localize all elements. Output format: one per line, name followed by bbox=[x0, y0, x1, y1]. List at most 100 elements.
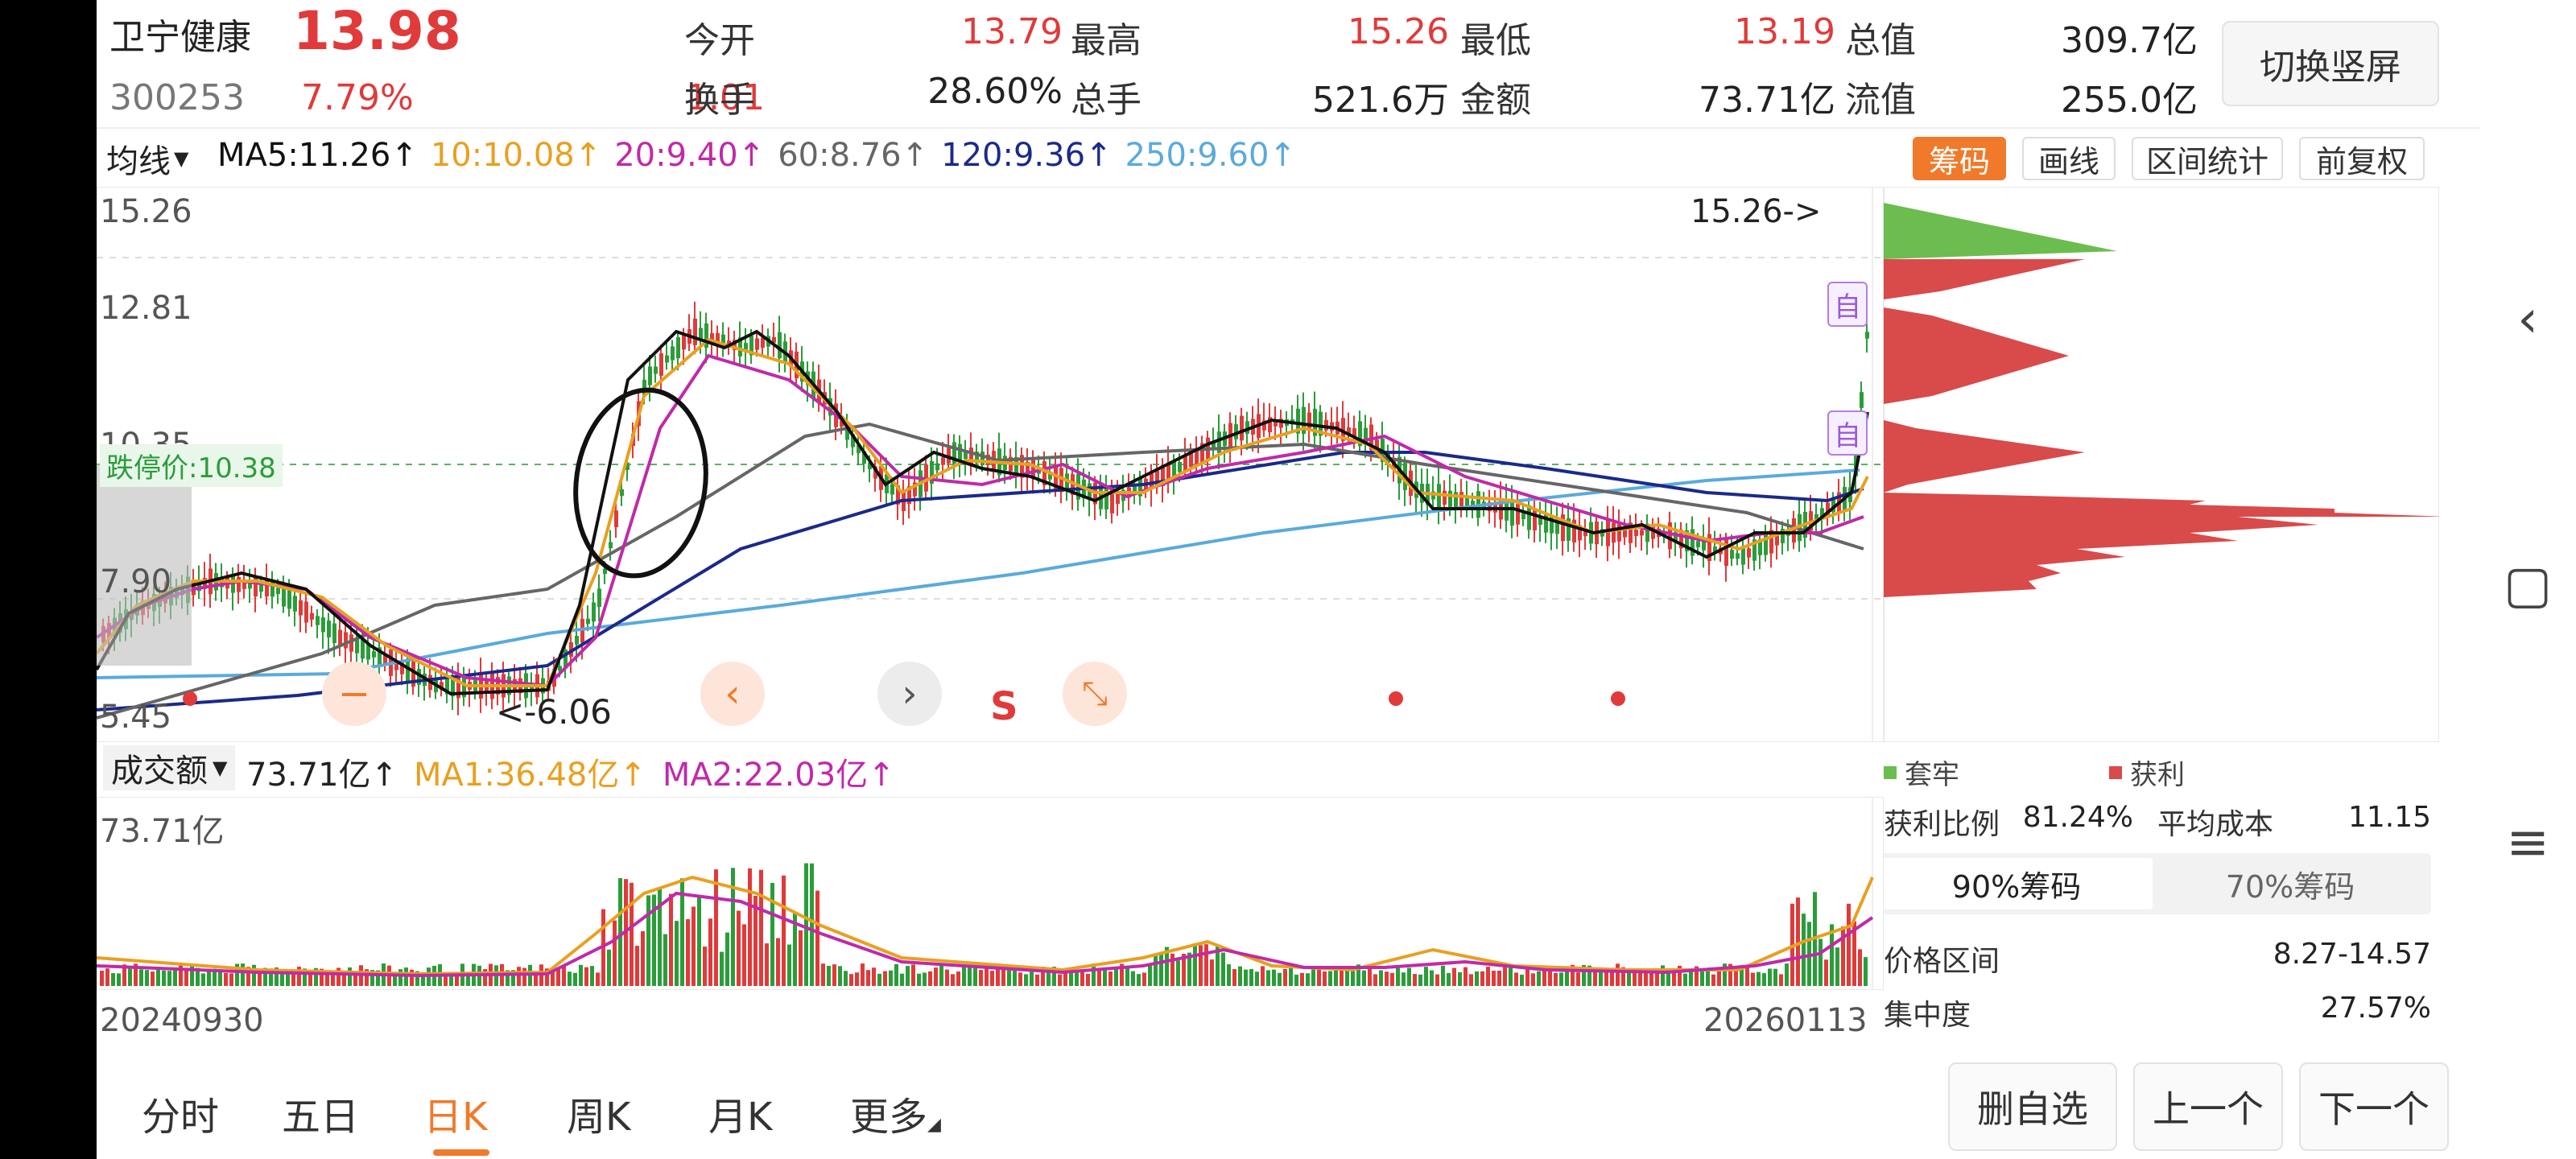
volume-bar bbox=[1807, 922, 1811, 986]
kline-chart[interactable] bbox=[97, 187, 1884, 742]
candle-body bbox=[304, 601, 308, 623]
volume-bar bbox=[156, 967, 160, 986]
volume-bar bbox=[832, 964, 836, 986]
tab-weekly-k[interactable]: 周K bbox=[567, 1095, 631, 1140]
candle-body bbox=[699, 328, 703, 340]
volume-label: 总手 bbox=[1071, 80, 1141, 121]
candle-body bbox=[1764, 534, 1768, 555]
low-value: 13.19 bbox=[1734, 11, 1835, 52]
volume-bar bbox=[782, 875, 786, 986]
volume-bar bbox=[883, 971, 887, 986]
volume-bar bbox=[894, 963, 898, 986]
volume-bar bbox=[1475, 971, 1479, 986]
candle-body bbox=[907, 485, 911, 505]
volume-bar bbox=[1283, 968, 1287, 986]
tab-90-chips[interactable]: 90%筹码 bbox=[1880, 858, 2153, 909]
previous-stock-button[interactable]: 上一个 bbox=[2133, 1062, 2283, 1151]
volume-selector[interactable]: 成交额 ▼ bbox=[103, 745, 236, 790]
candle-body bbox=[1555, 518, 1559, 534]
tab-intraday[interactable]: 分时 bbox=[142, 1095, 220, 1140]
candle-body bbox=[265, 580, 269, 597]
volume-bar bbox=[320, 968, 324, 986]
candle-body bbox=[1026, 461, 1030, 473]
candle-body bbox=[665, 355, 669, 363]
volume-bar bbox=[105, 968, 109, 986]
candle-body bbox=[383, 655, 387, 665]
volume-bar bbox=[1114, 967, 1118, 986]
self-select-tag-1[interactable]: 自 bbox=[1827, 282, 1868, 327]
back-icon[interactable]: ‹ bbox=[2517, 290, 2538, 349]
candle-body bbox=[744, 343, 748, 351]
trapped-chips bbox=[1884, 187, 2117, 259]
volume-selector-label: 成交额 bbox=[111, 753, 208, 790]
volume-bar bbox=[1621, 967, 1625, 986]
candle-body bbox=[1042, 460, 1046, 486]
candle-body bbox=[293, 596, 297, 612]
volume-bar bbox=[545, 968, 549, 986]
volume-bar bbox=[229, 973, 233, 986]
volume-bar bbox=[139, 969, 143, 986]
volume-bar bbox=[900, 973, 904, 986]
candle-body bbox=[287, 590, 291, 609]
draw-line-button[interactable]: 画线 bbox=[2022, 137, 2116, 180]
candle-body bbox=[1645, 523, 1649, 542]
volume-bar bbox=[1525, 965, 1530, 986]
profit-chips bbox=[1884, 493, 2439, 597]
switch-portrait-button[interactable]: 切换竖屏 bbox=[2222, 21, 2439, 106]
volume-bar bbox=[1757, 971, 1761, 986]
collapse-icon[interactable]: ⤡ bbox=[1063, 662, 1127, 726]
candle-body bbox=[671, 346, 675, 361]
candle-body bbox=[986, 454, 990, 465]
adjust-button[interactable]: 前复权 bbox=[2299, 137, 2425, 180]
candle-body bbox=[1307, 412, 1311, 430]
volume-bar bbox=[1666, 971, 1670, 986]
tab-daily-k[interactable]: 日K bbox=[423, 1095, 488, 1140]
range-stats-button[interactable]: 区间统计 bbox=[2132, 137, 2283, 180]
ma-selector[interactable]: 均线 ▼ bbox=[106, 135, 188, 182]
chevron-right-icon[interactable]: › bbox=[877, 662, 942, 726]
next-stock-button[interactable]: 下一个 bbox=[2299, 1062, 2449, 1151]
candle-body bbox=[1459, 492, 1463, 510]
menu-icon[interactable]: ≡ bbox=[2506, 813, 2549, 872]
candle-body bbox=[1279, 419, 1283, 428]
ma250-line bbox=[97, 468, 1860, 679]
volume-bar bbox=[1610, 968, 1614, 986]
volume-bar bbox=[1835, 947, 1839, 986]
candle-body bbox=[1212, 441, 1216, 450]
self-select-tag-2[interactable]: 自 bbox=[1827, 410, 1868, 456]
tab-more[interactable]: 更多◢ bbox=[850, 1095, 941, 1140]
volume-bar bbox=[1633, 968, 1637, 986]
candle-body bbox=[575, 635, 579, 645]
chevron-left-icon[interactable]: ‹ bbox=[700, 662, 765, 726]
candle-body bbox=[676, 336, 680, 359]
volume-bar bbox=[151, 971, 155, 986]
volume-bar bbox=[1548, 969, 1552, 986]
candle-body bbox=[1561, 514, 1565, 542]
volume-bar bbox=[956, 971, 960, 986]
candle-body bbox=[772, 336, 776, 343]
volume-bar bbox=[1238, 966, 1242, 986]
price-axis-1: 15.26 bbox=[100, 193, 192, 230]
volume-bar bbox=[1261, 966, 1265, 986]
volume-bar bbox=[1706, 971, 1710, 986]
home-square-icon[interactable]: ▢ bbox=[2503, 555, 2553, 615]
volume-bar bbox=[951, 974, 955, 986]
candle-body bbox=[440, 682, 444, 690]
tab-monthly-k[interactable]: 月K bbox=[708, 1095, 773, 1140]
chips-button[interactable]: 筹码 bbox=[1913, 137, 2006, 180]
ma60-line bbox=[97, 422, 1864, 720]
volume-value: 521.6万 bbox=[1312, 80, 1449, 121]
candle-body bbox=[456, 673, 460, 699]
tab-70-chips[interactable]: 70%筹码 bbox=[2225, 868, 2355, 905]
volume-bar bbox=[1700, 970, 1704, 986]
volume-bar bbox=[1818, 938, 1823, 986]
delete-watchlist-button[interactable]: 删自选 bbox=[1948, 1062, 2117, 1151]
candle-body bbox=[609, 542, 613, 549]
volume-bar bbox=[325, 974, 329, 986]
candle-body bbox=[310, 612, 314, 620]
volume-bar bbox=[1289, 967, 1293, 986]
zoom-out-icon[interactable]: − bbox=[322, 662, 386, 726]
volume-bar bbox=[1689, 967, 1693, 986]
tab-five-day[interactable]: 五日 bbox=[282, 1095, 360, 1140]
candle-body bbox=[586, 618, 590, 625]
